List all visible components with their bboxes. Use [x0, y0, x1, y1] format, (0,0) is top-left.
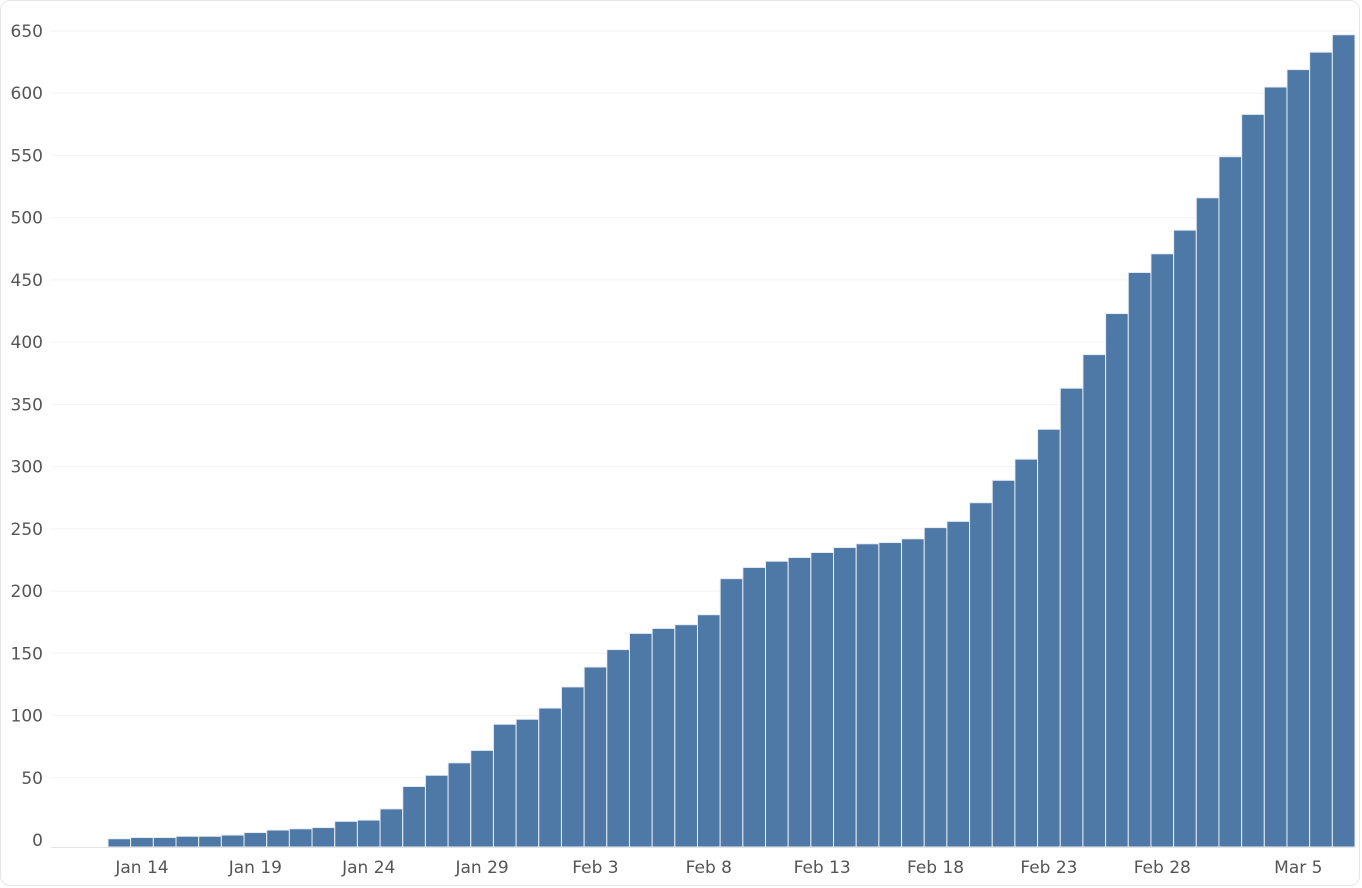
- bar: [402, 785, 426, 848]
- y-tick-label: 450: [11, 271, 43, 291]
- x-axis: Jan 14 Jan 19 Jan 24 Jan 29 Feb 3 Feb 8 Feb 13…: [51, 847, 1355, 878]
- bar: [175, 835, 200, 848]
- bar: [833, 547, 857, 848]
- bar: [198, 835, 222, 848]
- x-tick-label: Jan 19: [228, 858, 282, 878]
- bar: [107, 838, 132, 848]
- bar: [1082, 354, 1107, 848]
- bar: [855, 543, 880, 848]
- bar: [515, 718, 540, 848]
- y-tick-label: 150: [11, 644, 43, 664]
- bar: [923, 527, 948, 848]
- y-tick-label: 50: [21, 769, 43, 789]
- bar: [1241, 113, 1265, 848]
- bar: [1014, 458, 1039, 848]
- bar: [1037, 428, 1061, 848]
- bar: [742, 566, 767, 848]
- x-tick-label: Jan 29: [454, 858, 508, 878]
- bar: [379, 808, 404, 848]
- y-tick-label: 600: [11, 84, 43, 104]
- bar: [288, 828, 313, 848]
- x-tick-label: Feb 13: [794, 858, 851, 878]
- bar: [628, 632, 653, 848]
- bar: [719, 578, 744, 848]
- y-tick-label: 400: [11, 333, 43, 353]
- bar: [1218, 156, 1243, 848]
- y-tick-label: 350: [11, 395, 43, 415]
- y-tick-label: 200: [11, 582, 43, 602]
- bar: [1059, 387, 1084, 848]
- bar: [1105, 313, 1129, 848]
- bar: [266, 829, 290, 848]
- bar: [810, 551, 835, 848]
- bar: [1150, 253, 1175, 848]
- bar: [424, 774, 449, 848]
- x-tick-label: Feb 23: [1020, 858, 1077, 878]
- bar: [560, 686, 585, 848]
- bar: [1195, 197, 1220, 848]
- y-tick-label: 500: [11, 209, 43, 229]
- bar: [878, 542, 903, 848]
- bar: [356, 819, 381, 848]
- y-tick-label: 300: [11, 458, 43, 478]
- x-tick-label: Mar 5: [1274, 858, 1322, 878]
- bar: [606, 649, 630, 848]
- bar: [969, 502, 993, 848]
- y-tick-label: 250: [11, 520, 43, 540]
- bar: [1331, 34, 1356, 848]
- bar: [946, 520, 971, 848]
- y-tick-label: 550: [11, 146, 43, 166]
- bar: [1127, 271, 1152, 848]
- bar: [1263, 86, 1288, 848]
- x-tick-label: Feb 3: [572, 858, 618, 878]
- bar: [130, 837, 154, 848]
- bar: [696, 614, 721, 848]
- bar: [447, 762, 472, 848]
- bar: [538, 707, 562, 848]
- bar: [765, 560, 789, 848]
- x-tick-label: Feb 18: [907, 858, 964, 878]
- bar: [220, 834, 245, 848]
- bar: [1173, 229, 1197, 848]
- y-tick-label: 100: [11, 707, 43, 727]
- x-tick-label: Feb 28: [1134, 858, 1191, 878]
- y-tick-label: 0: [32, 831, 43, 851]
- bar: [1286, 69, 1311, 848]
- bar: [991, 479, 1016, 848]
- bar: [152, 837, 177, 848]
- bars: [107, 34, 1356, 848]
- bar: [787, 556, 812, 848]
- y-axis: 0 50 100 150 200 250 300 350 400 450 500 550 600 650: [11, 22, 43, 851]
- bar: [901, 538, 925, 848]
- x-tick-label: Jan 24: [341, 858, 395, 878]
- bar: [334, 820, 358, 848]
- bar: [651, 627, 676, 848]
- bar: [583, 666, 608, 848]
- y-tick-label: 650: [11, 22, 43, 42]
- gridlines: [51, 30, 1355, 779]
- x-tick-label: Feb 8: [686, 858, 732, 878]
- bar: [311, 827, 336, 848]
- bar: [492, 723, 517, 848]
- x-tick-label: Jan 14: [114, 858, 168, 878]
- bar: [243, 832, 268, 848]
- bar: [1309, 51, 1333, 848]
- bar: [674, 624, 698, 848]
- bar: [470, 749, 494, 848]
